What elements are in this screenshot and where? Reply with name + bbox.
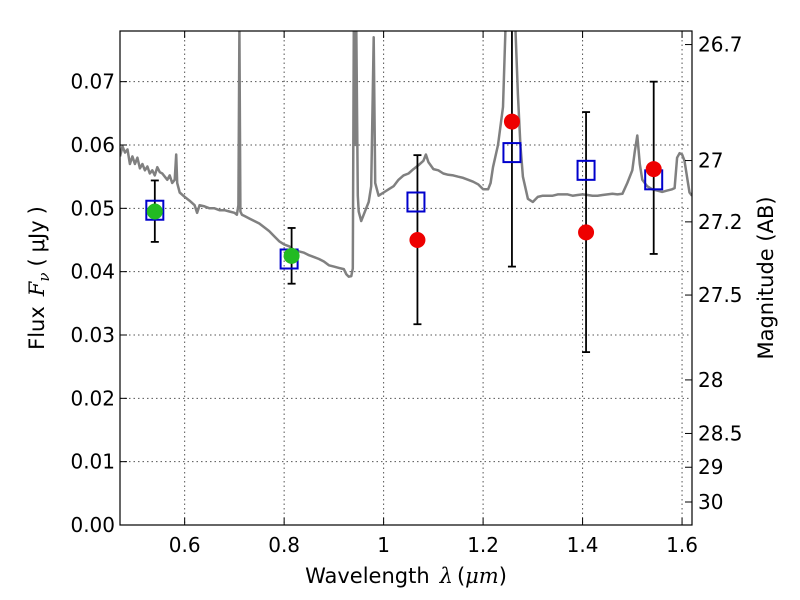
- model-flux-square: [576, 159, 596, 181]
- observed-flux-point: [645, 161, 662, 178]
- x-tick-label: 0.6: [169, 533, 201, 557]
- y-tick-label: 0.01: [70, 450, 115, 474]
- observed-flux-point: [578, 224, 595, 241]
- y2-tick-label: 27: [698, 149, 723, 173]
- y-tick-label: 0.07: [70, 70, 115, 94]
- grid: [120, 31, 692, 525]
- y-tick-label: 0.02: [70, 386, 115, 410]
- model-spectrum-layer: [120, 31, 692, 278]
- observed-flux-point: [146, 203, 163, 220]
- y2-tick-label: 30: [698, 490, 723, 514]
- errorbar-layer: [150, 31, 658, 354]
- y2-tick-label: 28: [698, 368, 723, 392]
- y2-tick-label: 29: [698, 455, 723, 479]
- x-tick-label: 0.8: [268, 533, 300, 557]
- y-tick-label: 0.00: [70, 513, 115, 537]
- y2-tick-label: 27.5: [698, 283, 743, 307]
- x-tick-label: 1: [377, 533, 390, 557]
- y-axis-title: FluxFν(μJy): [25, 206, 53, 350]
- y-tick-label: 0.03: [70, 323, 115, 347]
- model-spectrum-line: [120, 31, 692, 278]
- observed-points-layer: [146, 113, 662, 264]
- y2-tick-label: 28.5: [698, 421, 743, 445]
- observed-flux-point: [503, 113, 520, 130]
- y2-axis-title: Magnitude (AB): [754, 196, 778, 359]
- y-tick-label: 0.06: [70, 133, 115, 157]
- model-flux-square: [145, 199, 165, 221]
- y-tick-label: 0.04: [70, 260, 115, 284]
- observed-flux-point: [283, 247, 300, 264]
- ticks: 0.6 0.8 1 1.2 1.4 1.6 0.00 0.01 0.02 0.03 0.04 0.05…: [70, 31, 743, 557]
- observed-flux-point: [409, 232, 426, 248]
- x-tick-label: 1.2: [467, 533, 499, 557]
- plot-frame: [119, 30, 693, 526]
- model-flux-layer: [145, 142, 664, 270]
- y2-tick-label: 26.7: [698, 33, 743, 57]
- y2-tick-label: 27.2: [698, 210, 743, 234]
- x-tick-label: 1.4: [567, 533, 599, 557]
- model-flux-square: [406, 191, 426, 213]
- y-tick-label: 0.05: [70, 196, 115, 220]
- model-flux-square: [502, 142, 522, 164]
- x-axis-title: Wavelength λ (μm): [305, 564, 507, 588]
- x-tick-label: 1.6: [666, 533, 698, 557]
